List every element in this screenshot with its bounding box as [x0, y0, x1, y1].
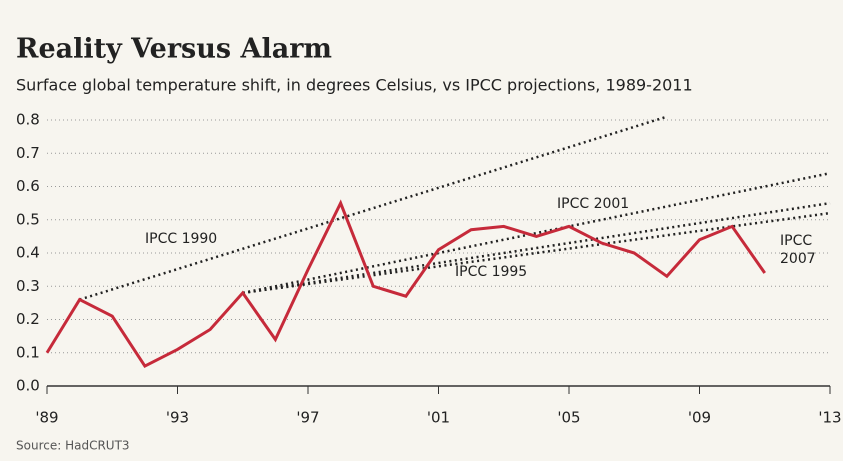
projection-line [242, 171, 831, 295]
chart-title: Reality Versus Alarm [16, 34, 332, 65]
y-tick-label: 0.5 [16, 210, 40, 228]
x-tick-label: '01 [427, 409, 450, 427]
temperature-line [45, 199, 766, 368]
x-tick-label: '09 [688, 409, 711, 427]
y-tick-label: 0.1 [16, 343, 40, 361]
chart-subtitle: Surface global temperature shift, in deg… [16, 76, 693, 95]
y-tick-label: 0.7 [16, 144, 40, 162]
x-tick-label: '97 [296, 409, 319, 427]
y-tick-label: 0.8 [16, 111, 40, 129]
projection-line [242, 201, 831, 295]
x-tick-label: '93 [166, 409, 189, 427]
y-tick-label: 0.6 [16, 177, 40, 195]
y-tick-label: 0.4 [16, 244, 40, 262]
x-tick-label: '13 [818, 409, 841, 427]
y-tick-label: 0.3 [16, 277, 40, 295]
projection-label: IPCC 2001 [557, 196, 630, 212]
source: Source: HadCRUT3 [16, 439, 130, 453]
projection-label: IPCC 1995 [455, 264, 528, 280]
projection-label: IPCC 2007 [780, 233, 816, 267]
projection-label: IPCC 1990 [145, 231, 218, 247]
y-tick-label: 0.2 [16, 310, 40, 328]
y-tick-label: 0.0 [16, 377, 40, 395]
x-tick-label: '89 [35, 409, 58, 427]
x-tick-label: '05 [557, 409, 580, 427]
projection-line [79, 115, 668, 301]
